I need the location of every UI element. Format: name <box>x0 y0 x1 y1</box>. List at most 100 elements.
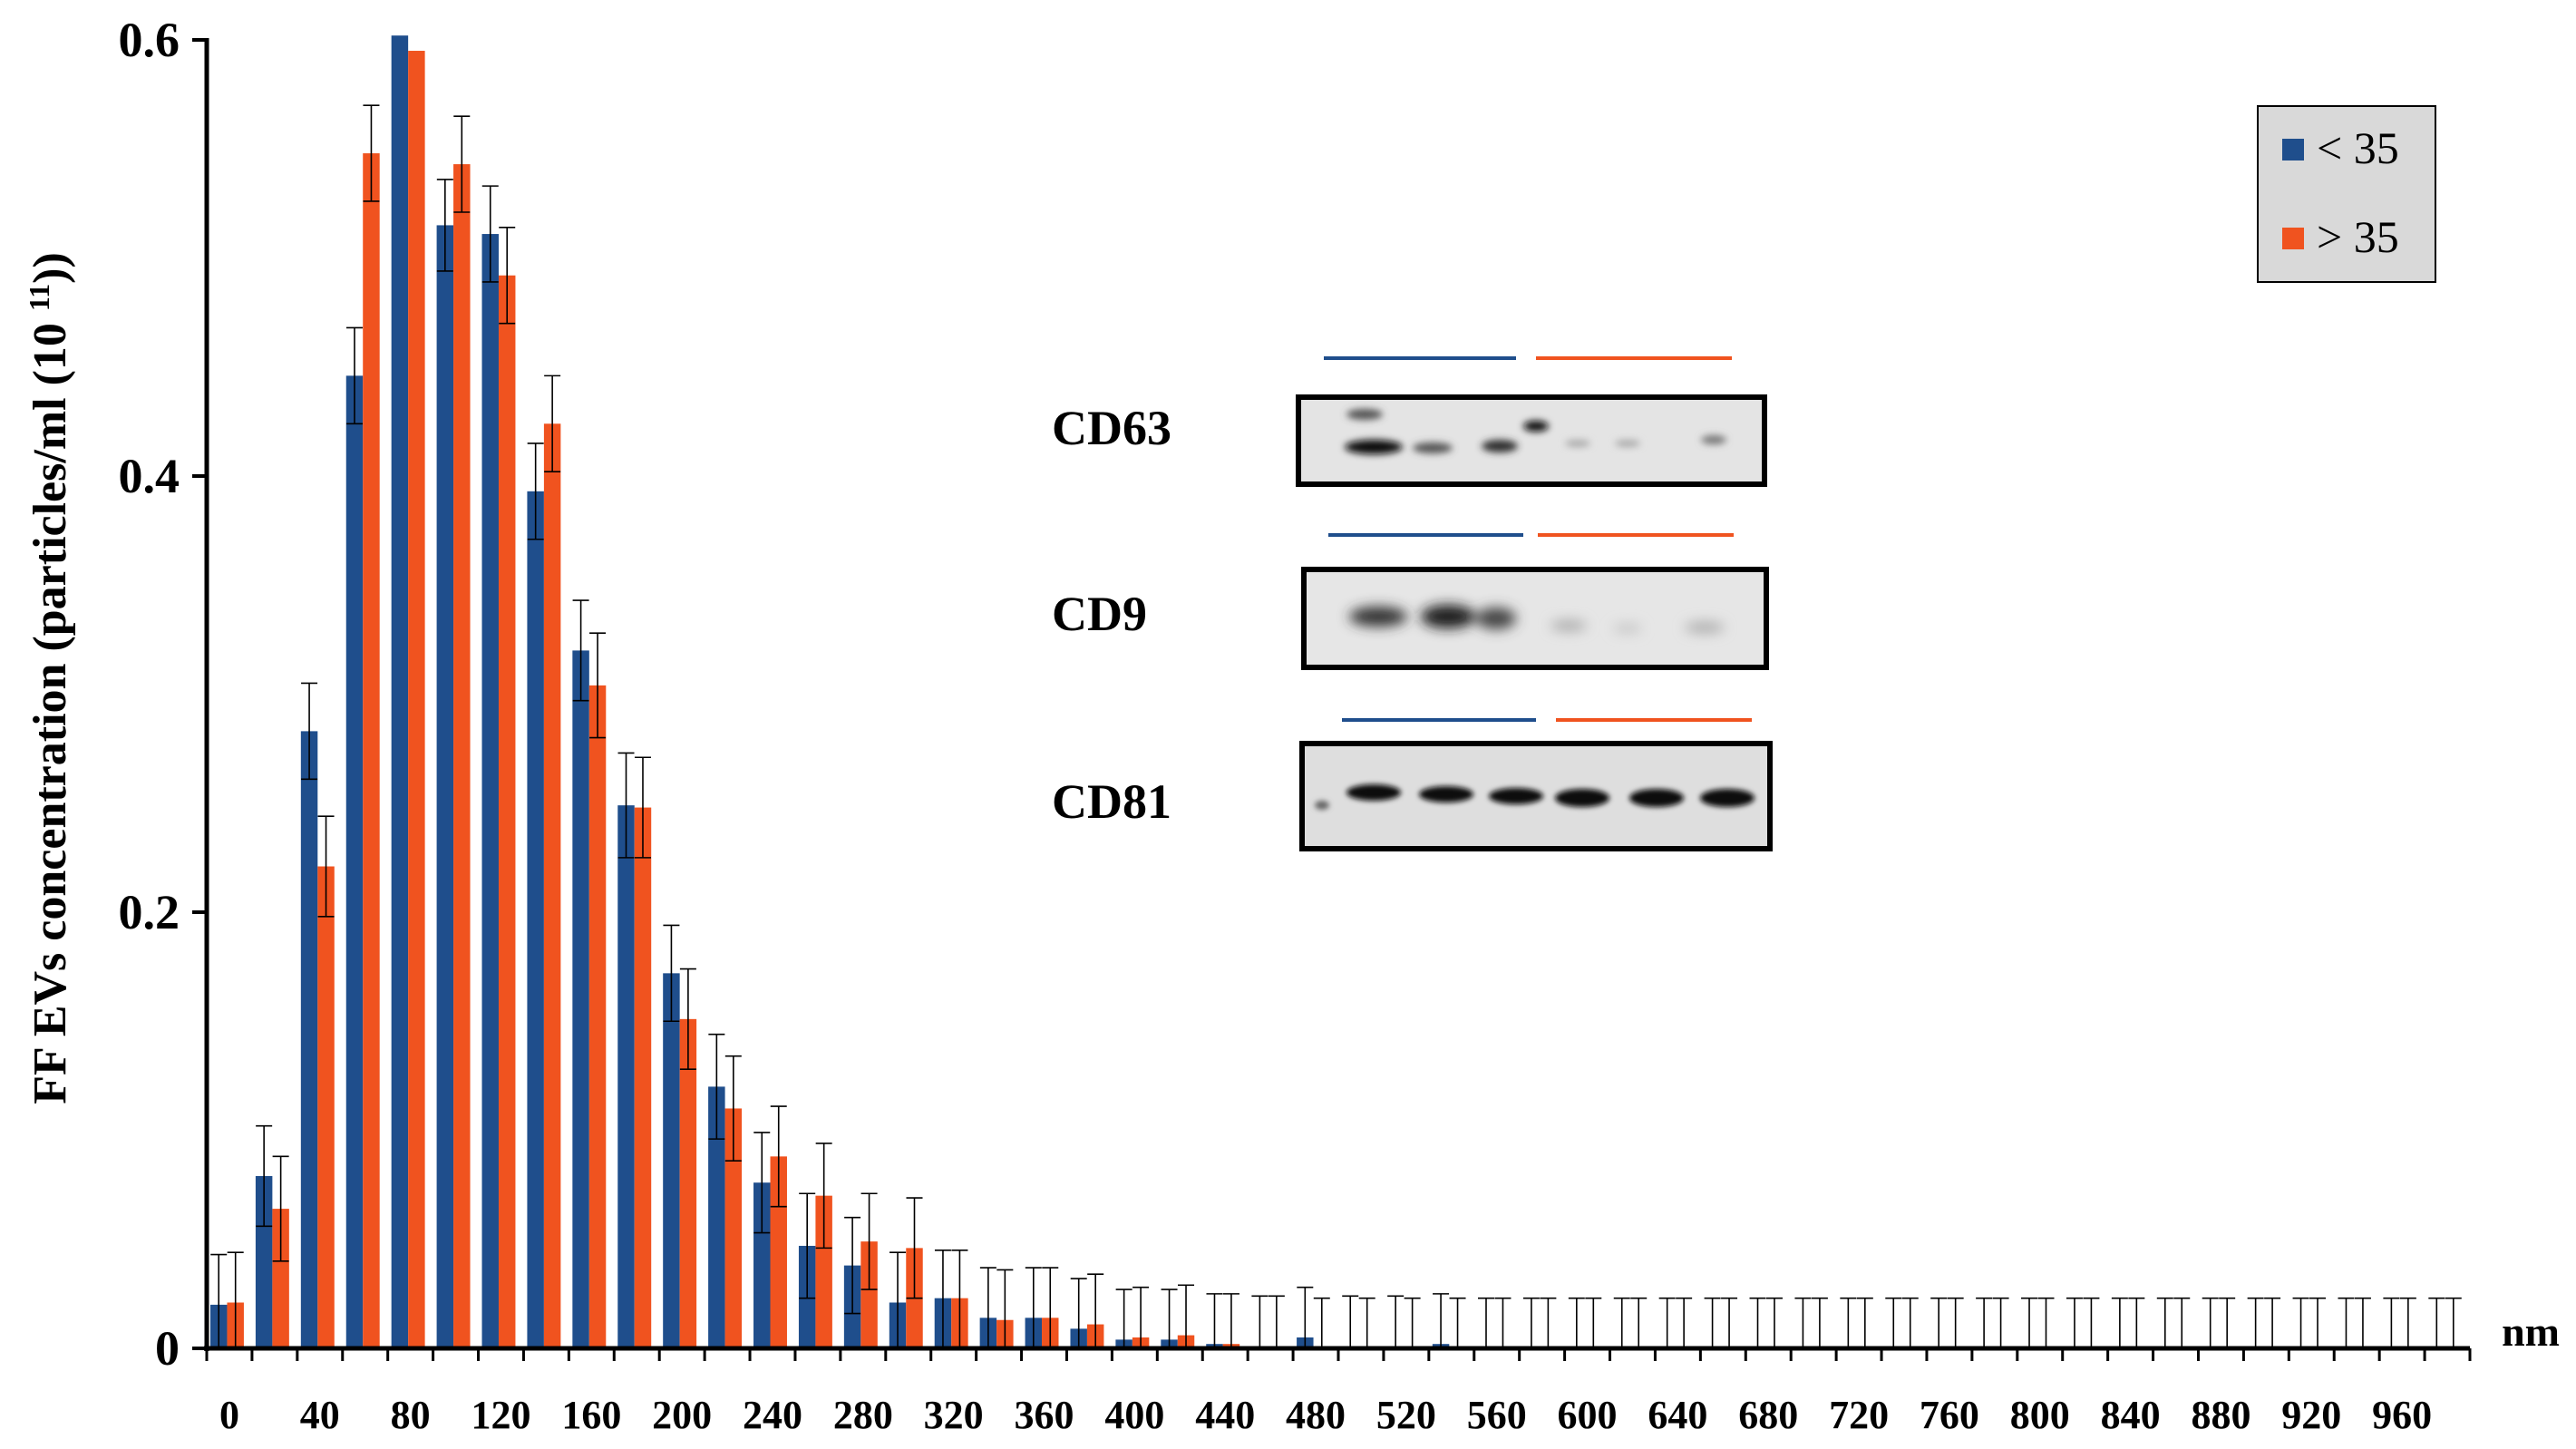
band-cd63-6 <box>1615 440 1640 447</box>
error-bar-over-35-28 <box>1494 1297 1512 1348</box>
x-tick-label-10: 400 <box>1104 1393 1164 1437</box>
error-bar-over-35-37 <box>1901 1297 1919 1348</box>
error-bar-over-35-35 <box>1811 1297 1828 1348</box>
error-bar-over-35-34 <box>1765 1297 1783 1348</box>
error-bar-under-35-26 <box>1387 1295 1405 1348</box>
x-tick-label-23: 920 <box>2281 1393 2341 1437</box>
error-bar-over-35-26 <box>1404 1297 1421 1348</box>
error-bar-over-35-12 <box>770 1105 787 1208</box>
band-cd9-6 <box>1685 622 1725 633</box>
error-bar-under-35-2 <box>301 682 318 781</box>
legend-box <box>2257 105 2436 283</box>
error-bar-over-35-29 <box>1540 1297 1557 1348</box>
bar-over-35-3 <box>363 153 380 1348</box>
error-bar-under-35-17 <box>979 1267 996 1348</box>
x-tick-label-16: 640 <box>1648 1393 1707 1437</box>
error-bar-under-35-48 <box>2383 1297 2400 1348</box>
band-cd81-0 <box>1315 801 1329 810</box>
error-bar-under-35-5 <box>436 179 453 272</box>
error-bar-under-35-20 <box>1115 1289 1132 1348</box>
error-bar-under-35-24 <box>1297 1286 1314 1348</box>
band-cd63-1b <box>1346 409 1383 420</box>
error-bar-under-35-39 <box>1976 1297 1993 1348</box>
error-bar-over-35-31 <box>1630 1297 1648 1348</box>
error-bar-over-35-24 <box>1313 1297 1330 1348</box>
bar-under-35-9 <box>617 805 635 1348</box>
error-bar-under-35-13 <box>799 1192 816 1299</box>
band-cd9-4 <box>1550 620 1587 631</box>
bar-over-35-6 <box>498 275 516 1348</box>
error-bar-over-35-7 <box>544 374 561 472</box>
bar-under-35-12 <box>753 1182 771 1348</box>
error-bar-over-35-40 <box>2037 1297 2055 1348</box>
x-tick-label-13: 520 <box>1376 1393 1436 1437</box>
blot-cd63 <box>1296 394 1767 487</box>
y-tick-label-0: 0 <box>155 1321 180 1376</box>
y-tick-label-3: 0.6 <box>119 13 180 67</box>
error-bar-under-35-10 <box>663 924 680 1023</box>
error-bar-under-35-28 <box>1477 1297 1494 1348</box>
bar-over-35-9 <box>634 807 652 1348</box>
bar-over-35-7 <box>543 423 561 1348</box>
band-cd9-1 <box>1349 607 1407 627</box>
bar-under-35-6 <box>481 234 499 1348</box>
bar-over-35-13 <box>815 1195 832 1348</box>
error-bar-under-35-33 <box>1704 1297 1721 1348</box>
bar-over-35-5 <box>453 164 471 1349</box>
y-tick-label-1: 0.2 <box>119 885 180 939</box>
error-bar-under-35-31 <box>1613 1297 1630 1348</box>
band-cd63-3 <box>1482 440 1518 452</box>
error-bar-over-35-23 <box>1268 1295 1285 1348</box>
bar-under-35-8 <box>572 650 589 1348</box>
error-bar-over-35-17 <box>996 1269 1014 1348</box>
error-bar-under-35-41 <box>2066 1297 2083 1348</box>
error-bar-over-35-46 <box>2309 1297 2327 1348</box>
error-bar-under-35-40 <box>2021 1297 2038 1348</box>
bar-under-35-10 <box>663 973 680 1348</box>
legend-label-under-35: < 35 <box>2317 122 2399 173</box>
bar-under-35-11 <box>708 1086 725 1348</box>
bar-under-35-2 <box>300 731 318 1348</box>
error-bar-under-35-38 <box>1930 1297 1948 1348</box>
bar-over-35-8 <box>588 685 607 1348</box>
y-axis-ticks: 0 0.2 0.4 0.6 <box>119 13 207 1376</box>
error-bar-over-35-2 <box>317 815 335 918</box>
error-bar-over-35-5 <box>453 115 471 213</box>
legend-label-over-35: > 35 <box>2317 211 2399 262</box>
error-bar-over-35-41 <box>2083 1297 2100 1348</box>
bar-series-group <box>209 35 1450 1349</box>
bar-over-35-2 <box>317 866 335 1348</box>
error-bar-under-35-23 <box>1251 1295 1269 1348</box>
error-bar-under-35-27 <box>1433 1293 1450 1348</box>
band-cd63-2 <box>1413 442 1453 453</box>
band-cd63-7 <box>1701 435 1726 444</box>
band-cd9-5 <box>1613 624 1642 633</box>
error-bar-under-35-15 <box>889 1251 907 1348</box>
axes <box>204 38 2470 1351</box>
error-bar-under-35-43 <box>2156 1297 2173 1348</box>
error-bar-under-35-21 <box>1161 1289 1178 1348</box>
band-cd81-3 <box>1489 788 1543 804</box>
error-bar-group <box>210 104 2462 1348</box>
error-bar-over-35-38 <box>1947 1297 1964 1348</box>
band-cd81-2 <box>1419 786 1473 802</box>
x-tick-label-9: 360 <box>1015 1393 1074 1437</box>
band-cd81-4 <box>1555 789 1609 807</box>
y-tick-label-2: 0.4 <box>119 449 180 503</box>
band-cd63-1 <box>1345 440 1403 454</box>
error-bar-over-35-30 <box>1585 1297 1602 1348</box>
x-tick-label-17: 680 <box>1738 1393 1798 1437</box>
x-tick-label-7: 280 <box>833 1393 893 1437</box>
error-bar-over-35-16 <box>951 1249 968 1347</box>
error-bar-over-35-0 <box>227 1251 244 1348</box>
bar-under-35-3 <box>345 375 364 1348</box>
error-bar-under-35-18 <box>1025 1267 1042 1348</box>
x-tick-label-18: 720 <box>1829 1393 1889 1437</box>
blot-label-cd63: CD63 <box>1052 401 1171 455</box>
error-bar-over-35-49 <box>2445 1297 2462 1348</box>
blot-cd9 <box>1301 567 1769 670</box>
error-bar-over-35-6 <box>499 227 516 325</box>
error-bar-over-35-43 <box>2173 1297 2191 1348</box>
error-bar-under-35-46 <box>2292 1297 2309 1348</box>
